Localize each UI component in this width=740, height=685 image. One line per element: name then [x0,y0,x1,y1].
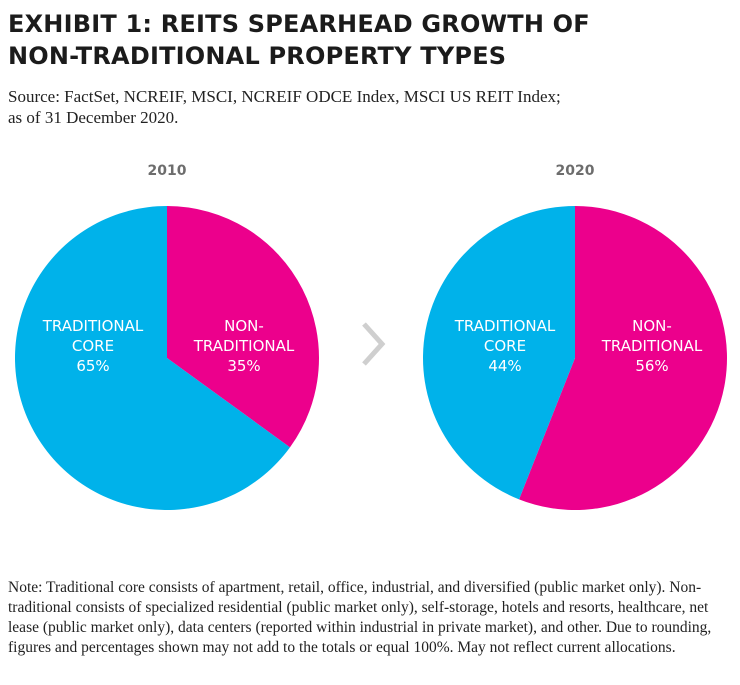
source-text: Source: FactSet, NCREIF, MSCI, NCREIF OD… [8,86,728,128]
note-text: Note: Traditional core consists of apart… [8,579,712,656]
pie-2020-slice-0-label-line-1: TRADITIONAL [601,337,703,355]
pie-2020-slice-0 [519,206,727,510]
chevron-right-icon [362,322,386,366]
pie-2020-slice-1-label-line-1: CORE [484,337,526,355]
pie-2020-slice-1 [423,206,575,500]
pie-2010-slice-1 [15,206,290,510]
pie-2010-slice-0 [167,206,319,448]
pie-2010-slice-0-label-line-1: TRADITIONAL [193,337,295,355]
pie-2020-slice-0-value: 56% [635,357,668,375]
pie-2010-slice-0-label-line-0: NON- [224,317,264,335]
pie-2010-slice-1-value: 65% [76,357,109,375]
pie-2010-slice-1-label-line-1: CORE [72,337,114,355]
title-line-2: NON-TRADITIONAL PROPERTY TYPES [8,42,507,70]
source-line-1: Source: FactSet, NCREIF, MSCI, NCREIF OD… [8,87,561,106]
pie-2020-slice-0-label-line-0: NON- [632,317,672,335]
pie-2020-slice-1-label-line-0: TRADITIONAL [454,317,556,335]
exhibit-title: EXHIBIT 1: REITS SPEARHEAD GROWTH OF NON… [8,8,728,72]
pie-2010-slice-0-value: 35% [227,357,260,375]
pie-2010-slice-1-label-line-0: TRADITIONAL [42,317,144,335]
pie-charts: NON- TRADITIONAL 35% TRADITIONAL CORE 65% NON-… [15,206,727,510]
pie-2020-title: 2020 [555,163,595,179]
source-line-2: as of 31 December 2020. [8,108,179,127]
title-line-1: EXHIBIT 1: REITS SPEARHEAD GROWTH OF [8,10,590,38]
pie-2010-title: 2010 [147,163,187,179]
pie-2020-slice-1-value: 44% [488,357,521,375]
